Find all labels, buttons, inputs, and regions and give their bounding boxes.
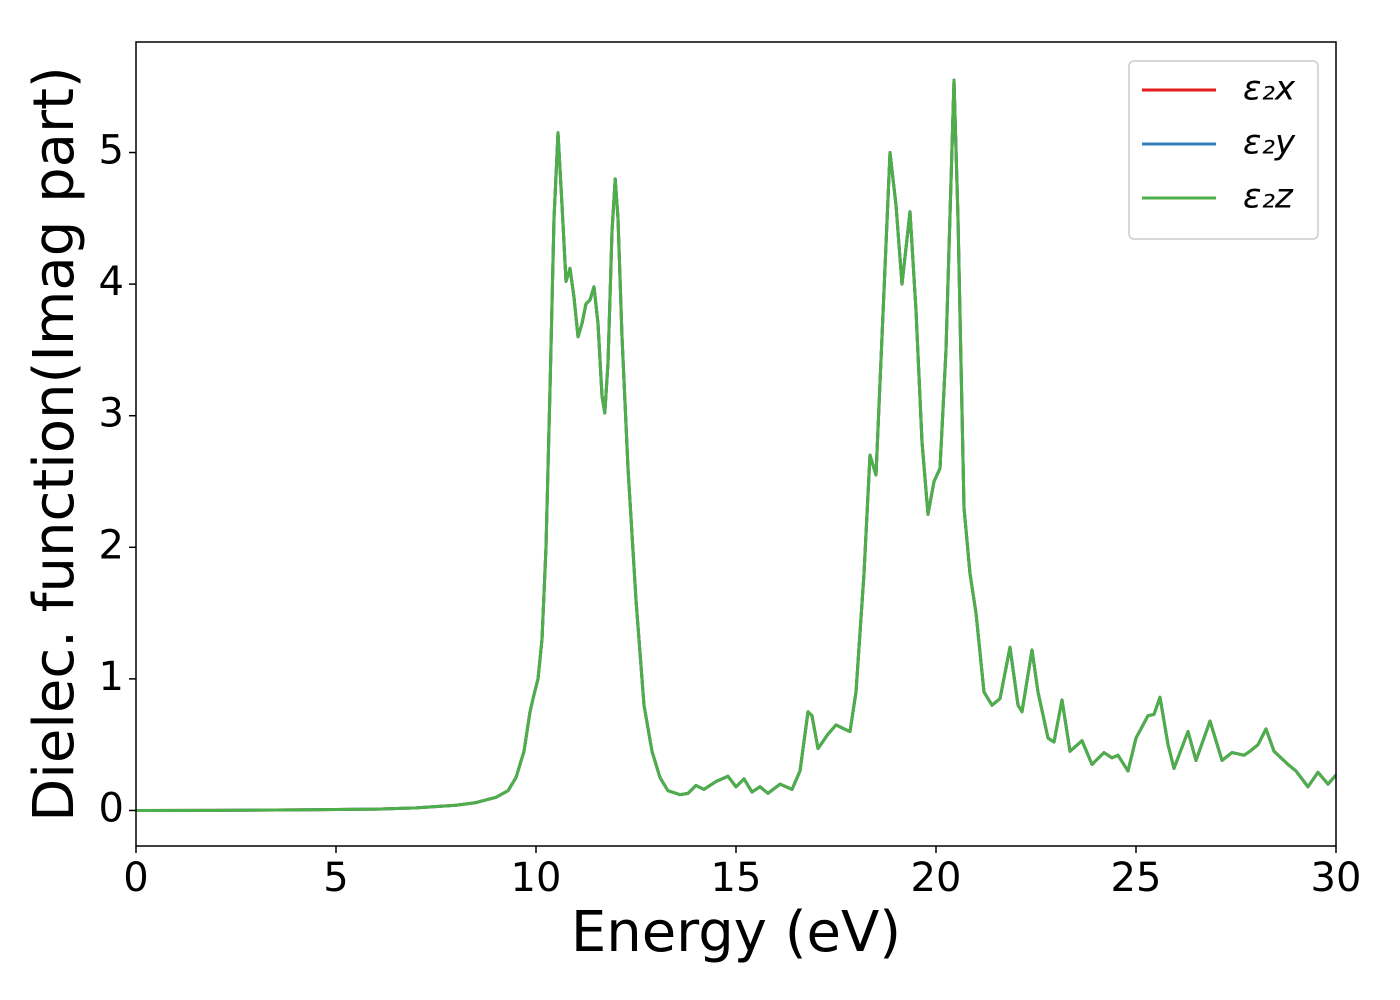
x-tick-label: 0 <box>123 855 148 901</box>
legend-label: ε₂x <box>1243 69 1296 109</box>
legend-label: ε₂z <box>1243 177 1294 217</box>
y-tick-label: 2 <box>99 522 124 568</box>
x-tick-label: 10 <box>511 855 562 901</box>
y-axis-label: Dielec. function(Imag part) <box>22 66 87 822</box>
y-tick-label: 4 <box>99 259 124 305</box>
y-tick-label: 3 <box>99 391 124 437</box>
x-axis-label: Energy (eV) <box>571 900 901 965</box>
x-tick-label: 15 <box>711 855 762 901</box>
legend-label: ε₂y <box>1243 123 1296 163</box>
legend-box <box>1128 60 1319 240</box>
plot-frame <box>135 41 1337 847</box>
y-tick-label: 5 <box>99 128 124 174</box>
x-tick-label: 20 <box>911 855 962 901</box>
x-tick-label: 5 <box>323 855 348 901</box>
x-tick-label: 30 <box>1311 855 1362 901</box>
series-line <box>135 78 1338 812</box>
y-tick-label: 0 <box>99 785 124 831</box>
x-tick-label: 25 <box>1111 855 1162 901</box>
y-tick-label: 1 <box>99 654 124 700</box>
